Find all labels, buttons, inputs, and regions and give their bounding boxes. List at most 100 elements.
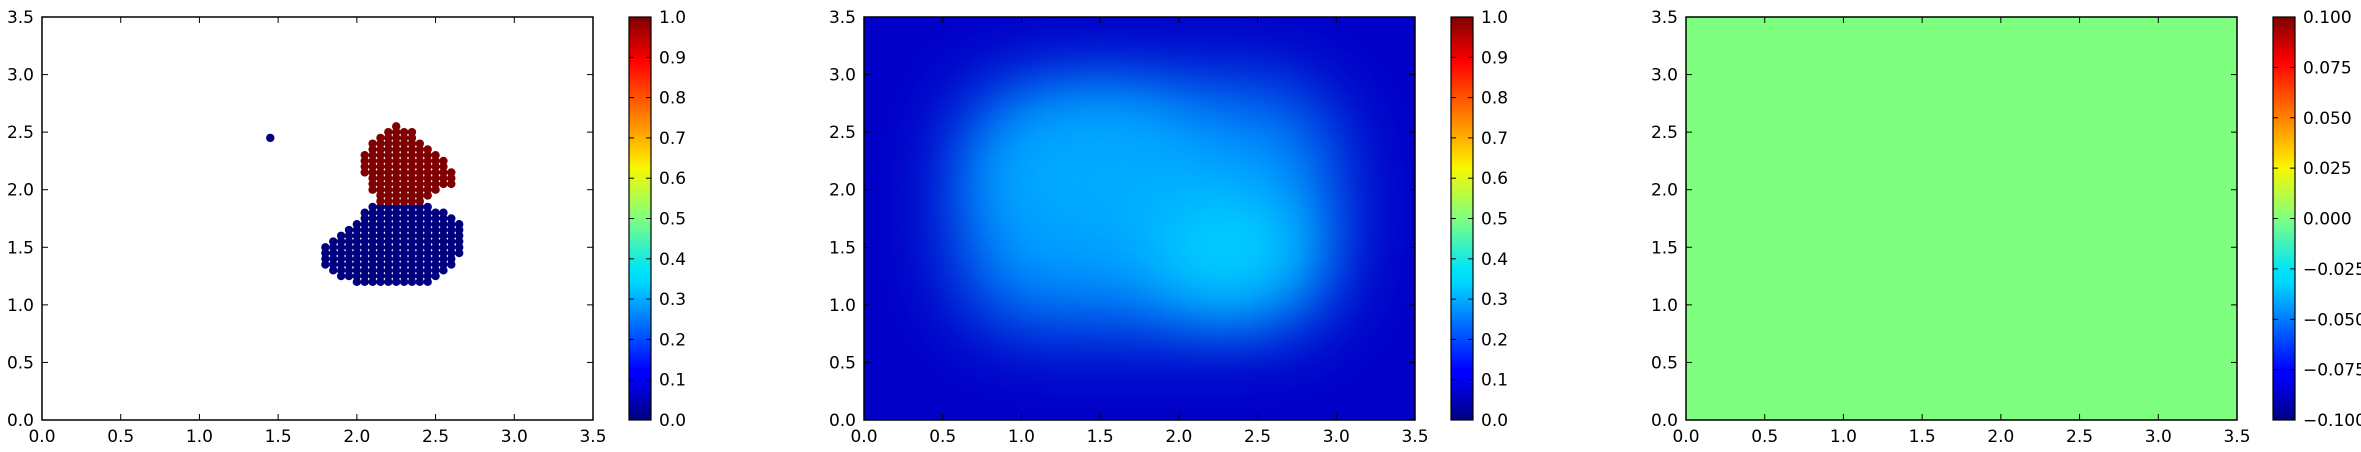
- colorbar-tick-label: 0.7: [1481, 129, 1508, 149]
- scatter-point: [368, 231, 377, 240]
- scatter-point: [360, 266, 369, 275]
- scatter-point: [415, 174, 425, 183]
- x-tick-label: 3.0: [501, 427, 528, 447]
- scatter-point: [368, 145, 377, 154]
- scatter-point: [384, 191, 393, 200]
- scatter-point: [423, 266, 432, 275]
- scatter-point: [415, 197, 425, 206]
- scatter-point: [392, 156, 401, 166]
- scatter-point: [447, 220, 456, 229]
- colorbar-tick-label: 0.6: [1481, 169, 1508, 189]
- scatter-point: [384, 225, 393, 235]
- scatter-point: [360, 237, 369, 246]
- scatter-point: [376, 277, 385, 287]
- scatter-point: [447, 225, 456, 235]
- scatter-point: [415, 150, 425, 160]
- scatter-point: [407, 156, 417, 166]
- scatter-point: [423, 191, 432, 200]
- scatter-point: [454, 220, 464, 229]
- axes-frame-3: [1685, 16, 2238, 421]
- scatter-point: [399, 214, 409, 223]
- scatter-point: [439, 266, 448, 275]
- scatter-point: [384, 277, 393, 287]
- scatter-point: [399, 266, 409, 275]
- scatter-point: [392, 254, 401, 263]
- scatter-point: [399, 139, 409, 148]
- scatter-point: [431, 248, 440, 258]
- x-tick-label: 3.5: [579, 427, 606, 447]
- scatter-point: [360, 208, 369, 217]
- scatter-point: [368, 168, 377, 177]
- scatter-point: [439, 174, 448, 183]
- scatter-point: [439, 208, 448, 217]
- scatter-point: [392, 271, 401, 281]
- scatter-point: [399, 191, 409, 200]
- scatter-point: [368, 139, 377, 148]
- x-tick-label: 0.0: [850, 427, 877, 447]
- scatter-point: [431, 214, 440, 223]
- x-tick-label: 3.0: [1323, 427, 1350, 447]
- scatter-point: [447, 168, 456, 177]
- scatter-point: [360, 214, 369, 223]
- scatter-point: [392, 139, 401, 148]
- scatter-point: [376, 225, 385, 235]
- scatter-point: [392, 277, 401, 287]
- scatter-point: [407, 225, 417, 235]
- scatter-point: [384, 168, 393, 177]
- scatter-point: [399, 133, 409, 143]
- scatter-point: [447, 214, 456, 223]
- scatter-point: [431, 243, 440, 252]
- scatter-point: [368, 156, 377, 166]
- y-tick-label: 3.5: [1651, 8, 1678, 28]
- scatter-point: [384, 237, 393, 246]
- scatter-point: [415, 248, 425, 258]
- scatter-point: [360, 162, 369, 171]
- colorbar-tick-label: 0.5: [1481, 210, 1508, 230]
- y-tick-label: 2.0: [829, 181, 856, 201]
- scatter-point: [439, 231, 448, 240]
- y-tick-label: 1.0: [7, 296, 34, 316]
- scatter-point: [447, 237, 456, 246]
- axes-frame-2: [863, 16, 1416, 421]
- scatter-point: [415, 191, 425, 200]
- scatter-point: [360, 168, 369, 177]
- scatter-point: [368, 243, 377, 252]
- scatter-point: [399, 231, 409, 240]
- scatter-point: [329, 243, 338, 252]
- scatter-point: [392, 220, 401, 229]
- scatter-point: [376, 202, 385, 212]
- x-tick-label: 3.5: [1401, 427, 1428, 447]
- scatter-point: [407, 208, 417, 217]
- scatter-point: [399, 237, 409, 246]
- scatter-point: [439, 248, 448, 258]
- scatter-point: [360, 248, 369, 258]
- scatter-point: [368, 174, 377, 183]
- colorbar-tick-label: 1.0: [1481, 8, 1508, 28]
- scatter-point: [439, 162, 448, 171]
- colorbar-tick-label: 0.075: [2303, 58, 2352, 78]
- colorbar-tick-label: 0.3: [659, 290, 686, 310]
- scatter-point: [329, 248, 338, 258]
- scatter-point: [376, 231, 385, 240]
- scatter-point: [439, 260, 448, 269]
- scatter-point: [376, 179, 385, 189]
- scatter-point: [431, 156, 440, 166]
- scatter-point: [360, 156, 369, 166]
- y-tick-label: 3.5: [829, 8, 856, 28]
- scatter-point: [368, 162, 377, 171]
- scatter-point: [329, 260, 338, 269]
- scatter-point: [415, 202, 425, 212]
- scatter-point: [336, 248, 346, 258]
- scatter-point: [415, 237, 425, 246]
- scatter-point: [384, 133, 393, 143]
- scatter-point: [392, 214, 401, 223]
- scatter-point: [360, 260, 369, 269]
- scatter-point: [399, 220, 409, 229]
- scatter-point: [407, 145, 417, 154]
- y-tick-label: 1.0: [1651, 296, 1678, 316]
- scatter-point: [399, 260, 409, 269]
- scatter-point: [423, 168, 432, 177]
- scatter-point: [431, 231, 440, 240]
- scatter-point: [368, 179, 377, 189]
- scatter-point: [392, 122, 401, 131]
